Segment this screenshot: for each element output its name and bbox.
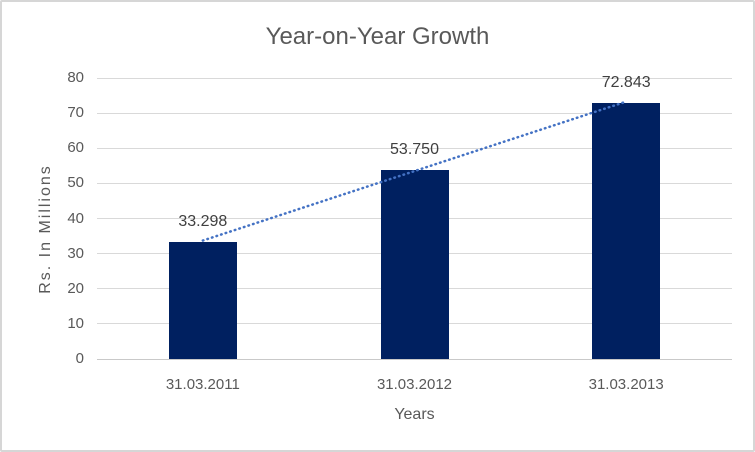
gridline-0 [97, 358, 732, 360]
data-label-31.03.2013: 72.843 [601, 74, 651, 92]
y-tick-label-70: 70 [67, 104, 84, 122]
x-tick-label-31.03.2011: 31.03.2011 [165, 376, 240, 393]
y-tick-label-50: 50 [67, 174, 84, 192]
x-tick-label-31.03.2012: 31.03.2012 [376, 376, 453, 393]
y-tick-label-80: 80 [67, 69, 84, 86]
y-tick-label-60: 60 [67, 139, 84, 157]
x-tick-label-31.03.2013: 31.03.2013 [588, 376, 664, 393]
y-tick-label-40: 40 [67, 209, 84, 227]
chart-title: Year-on-Year Growth [265, 23, 490, 50]
bar-31.03.2011 [168, 242, 237, 359]
data-label-31.03.2012: 53.750 [390, 141, 439, 159]
y-tick-label-0: 0 [75, 350, 84, 367]
y-tick-label-10: 10 [67, 314, 84, 332]
bar-31.03.2012 [380, 170, 449, 359]
x-axis-title: Years [394, 406, 435, 423]
bar-31.03.2013 [592, 103, 661, 359]
data-label-31.03.2011: 33.298 [178, 213, 228, 231]
gridline-80 [97, 77, 732, 79]
y-tick-label-30: 30 [67, 244, 84, 262]
y-tick-label-20: 20 [67, 279, 84, 297]
